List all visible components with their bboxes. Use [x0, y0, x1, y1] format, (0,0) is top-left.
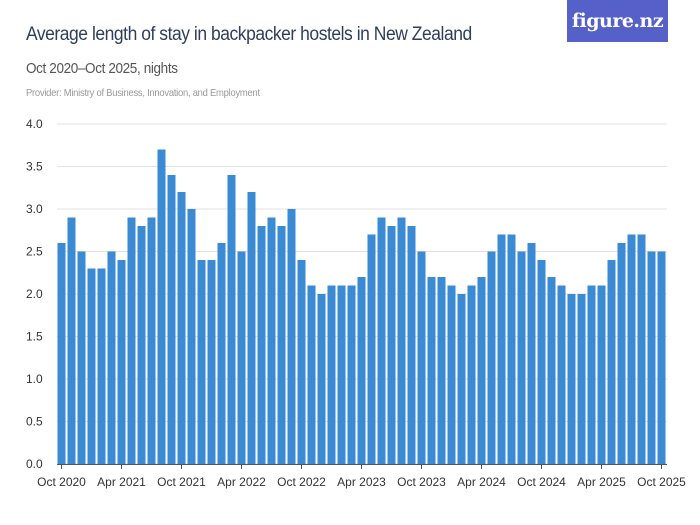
bar: [577, 294, 586, 464]
x-tick-label: Oct 2024: [517, 475, 566, 489]
bar: [637, 234, 646, 464]
bar: [67, 217, 76, 464]
bar: [237, 251, 246, 464]
y-tick-label: 3.5: [26, 160, 43, 174]
bar: [597, 285, 606, 464]
bar: [467, 285, 476, 464]
bar: [207, 260, 216, 464]
bar: [587, 285, 596, 464]
bar: [367, 234, 376, 464]
bar: [187, 209, 196, 464]
bar: [317, 294, 326, 464]
y-tick-label: 0.0: [26, 457, 43, 471]
x-tick-label: Apr 2021: [97, 475, 146, 489]
bar: [197, 260, 206, 464]
bar: [377, 217, 386, 464]
bar: [297, 260, 306, 464]
bar: [157, 149, 166, 464]
figure-nz-logo[interactable]: figure.nz: [567, 0, 668, 42]
chart-subtitle: Oct 2020–Oct 2025, nights: [26, 60, 178, 77]
y-tick-label: 0.5: [26, 415, 43, 429]
bar: [167, 175, 176, 464]
bar: [337, 285, 346, 464]
bar: [57, 243, 66, 464]
y-tick-label: 3.0: [26, 202, 43, 216]
bar: [557, 285, 566, 464]
bar: [617, 243, 626, 464]
bar: [497, 234, 506, 464]
x-tick-label: Oct 2023: [397, 475, 446, 489]
bar: [357, 277, 366, 464]
bar: [117, 260, 126, 464]
y-tick-label: 2.0: [26, 287, 43, 301]
bar: [107, 251, 116, 464]
x-tick-label: Oct 2021: [157, 475, 206, 489]
bar: [507, 234, 516, 464]
bar: [127, 217, 136, 464]
bar: [217, 243, 226, 464]
bar: [267, 217, 276, 464]
bar: [287, 209, 296, 464]
bar: [387, 226, 396, 464]
bar: [457, 294, 466, 464]
y-tick-label: 1.0: [26, 372, 43, 386]
bar: [307, 285, 316, 464]
bar: [657, 251, 666, 464]
bar: [327, 285, 336, 464]
bar: [277, 226, 286, 464]
x-tick-label: Apr 2022: [217, 475, 266, 489]
x-tick-label: Apr 2024: [457, 475, 506, 489]
bar: [607, 260, 616, 464]
bar: [347, 285, 356, 464]
bar: [477, 277, 486, 464]
x-tick-label: Oct 2025: [637, 475, 686, 489]
bar: [227, 175, 236, 464]
bar: [147, 217, 156, 464]
provider-note: Provider: Ministry of Business, Innovati…: [26, 87, 260, 99]
y-tick-label: 1.5: [26, 330, 43, 344]
x-tick-label: Apr 2025: [577, 475, 626, 489]
x-tick-label: Apr 2023: [337, 475, 386, 489]
y-tick-label: 2.5: [26, 245, 43, 259]
bar: [437, 277, 446, 464]
bar: [257, 226, 266, 464]
x-tick-label: Oct 2022: [277, 475, 326, 489]
bar: [447, 285, 456, 464]
bar: [97, 268, 106, 464]
bar: [517, 251, 526, 464]
bar: [627, 234, 636, 464]
bar: [177, 192, 186, 464]
bar: [137, 226, 146, 464]
bar: [547, 277, 556, 464]
bar: [247, 192, 256, 464]
bar: [417, 251, 426, 464]
bar: [647, 251, 656, 464]
y-tick-label: 4.0: [26, 117, 43, 131]
bar: [527, 243, 536, 464]
x-tick-label: Oct 2020: [37, 475, 86, 489]
bar: [87, 268, 96, 464]
chart-title: Average length of stay in backpacker hos…: [26, 24, 472, 45]
bar: [77, 251, 86, 464]
bar: [407, 226, 416, 464]
bar: [397, 217, 406, 464]
bar: [487, 251, 496, 464]
bar: [537, 260, 546, 464]
bar: [427, 277, 436, 464]
logo-text: figure.nz: [571, 10, 664, 32]
bar: [567, 294, 576, 464]
